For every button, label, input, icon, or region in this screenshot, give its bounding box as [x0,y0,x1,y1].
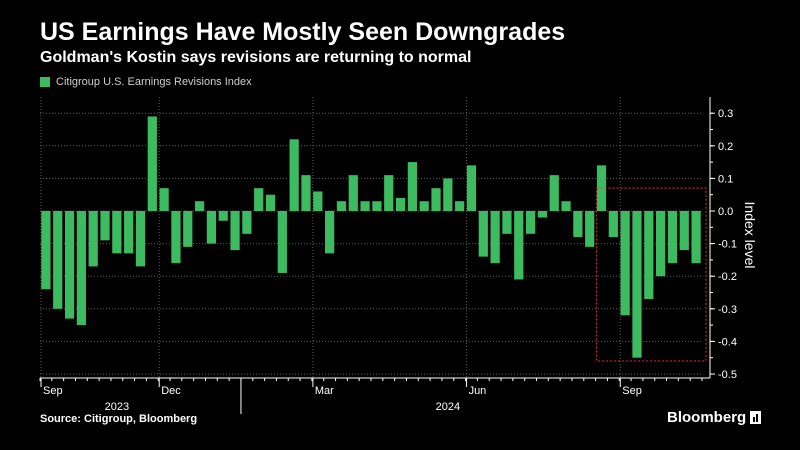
bar [561,201,571,211]
legend-swatch [40,77,50,87]
bar [443,178,453,211]
bar [679,211,689,251]
bar [632,211,642,358]
x-year-label: 2024 [436,401,460,413]
bar [183,211,193,247]
brand-name: Bloomberg [667,409,747,426]
x-tick-label: Sep [43,385,63,397]
chart-legend: Citigroup U.S. Earnings Revisions Index [40,76,252,88]
bar [242,211,252,234]
legend-label: Citigroup U.S. Earnings Revisions Index [56,76,252,88]
x-tick-label: Jun [469,385,487,397]
bar [265,194,276,211]
bar [301,175,311,211]
bar [289,139,299,211]
bar [525,211,536,234]
bar [644,211,654,300]
bar [395,197,406,211]
bar [490,211,500,264]
bar [64,211,75,319]
bar [53,211,63,309]
y-tick-label: 0.0 [718,206,733,218]
bar [620,211,630,316]
bar [360,201,370,211]
y-tick-label: -0.2 [718,271,737,283]
bloomberg-chart-icon [750,411,762,424]
bar [585,211,595,247]
bar [419,201,429,211]
bar [325,211,335,254]
bar [407,162,417,211]
bloomberg-logo: Bloomberg [667,409,762,426]
bar [549,175,559,211]
bar [76,211,86,326]
bar [135,211,146,267]
bar [159,188,169,211]
bar [656,211,666,277]
y-axis-label: Index level [742,202,758,269]
bar [691,211,701,264]
bar [384,175,394,211]
bar [431,188,441,211]
bar [206,211,217,244]
bar [41,211,51,290]
bar [230,211,240,251]
y-tick-label: 0.3 [718,108,733,120]
bar [514,211,524,280]
bar [372,201,382,211]
bar [336,201,347,211]
bar [124,211,134,254]
x-tick-label: Sep [622,385,642,397]
chart-subtitle: Goldman's Kostin says revisions are retu… [40,49,472,66]
source-note: Source: Citigroup, Bloomberg [40,413,198,425]
bar [667,211,678,264]
bar [348,175,358,211]
x-tick-label: Dec [161,385,181,397]
y-tick-label: -0.4 [718,336,737,348]
bar [455,201,465,211]
bar [194,201,205,211]
bar [537,211,548,218]
bar [478,211,488,257]
x-tick-label: Mar [315,385,334,397]
bar [313,191,323,211]
bar [277,211,287,273]
bar [608,211,618,238]
bar [218,211,228,221]
y-tick-label: -0.5 [718,369,737,381]
bar [88,211,98,267]
bar [466,165,477,211]
bar [573,211,583,238]
chart-title: US Earnings Have Mostly Seen Downgrades [40,18,566,46]
y-tick-label: 0.1 [718,173,733,185]
x-year-label: 2023 [105,401,129,413]
y-tick-label: 0.2 [718,141,733,153]
bar [112,211,122,254]
y-tick-label: -0.3 [718,304,737,316]
bar [147,116,157,211]
y-tick-label: -0.1 [718,239,737,251]
bar [171,211,181,264]
highlight-box [596,187,707,362]
bar [100,211,110,241]
bar [502,211,512,234]
bar [254,188,264,211]
